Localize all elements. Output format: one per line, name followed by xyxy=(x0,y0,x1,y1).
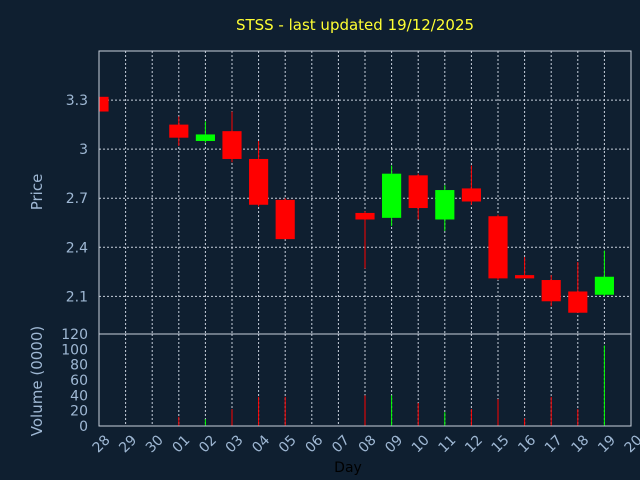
candle-body-02 xyxy=(195,134,215,141)
x-axis-label: Day xyxy=(334,460,362,476)
candle-body-19 xyxy=(594,276,614,295)
volume-bars xyxy=(178,345,605,426)
candle-body-12 xyxy=(461,188,481,202)
candle-body-03 xyxy=(222,131,242,159)
candle-body-11 xyxy=(435,190,455,220)
candle-body-10 xyxy=(408,175,428,209)
volume-tick-label: 0 xyxy=(79,419,88,435)
price-tick-label: 3 xyxy=(79,142,88,158)
candle-body-18 xyxy=(568,291,588,313)
volume-tick-label: 60 xyxy=(70,373,88,389)
candle-body-28 xyxy=(99,96,109,112)
candle-body-09 xyxy=(382,173,402,218)
price-y-ticks: 2.1 2.4 2.7 3 3.3 xyxy=(66,93,88,305)
volume-tick-label: 80 xyxy=(70,358,88,374)
volume-tick-label: 40 xyxy=(70,388,88,404)
price-axis-label: Price xyxy=(28,174,46,211)
candle-body-15 xyxy=(488,216,508,279)
candle-body-05 xyxy=(275,199,295,240)
candle-body-16 xyxy=(515,275,535,279)
price-tick-label: 2.1 xyxy=(66,289,88,305)
volume-tick-label: 120 xyxy=(61,327,88,343)
candle-body-04 xyxy=(249,158,269,205)
price-tick-label: 3.3 xyxy=(66,93,88,109)
price-tick-label: 2.7 xyxy=(66,191,88,207)
candle-body-01 xyxy=(169,124,189,138)
price-tick-label: 2.4 xyxy=(66,240,88,256)
candle-body-08 xyxy=(355,212,375,220)
volume-axis-label: Volume (0000) xyxy=(28,326,46,436)
x-ticks: 28 29 30 01 02 03 04 05 06 07 08 09 10 11 12 15 16 17 18 19… xyxy=(90,432,640,456)
volume-tick-label: 100 xyxy=(61,342,88,358)
candles xyxy=(98,96,614,313)
chart-title: STSS - last updated 19/12/2025 xyxy=(236,16,474,34)
volume-plot-frame xyxy=(98,333,632,427)
candle-body-17 xyxy=(541,280,561,302)
volume-tick-label: 20 xyxy=(70,404,88,420)
